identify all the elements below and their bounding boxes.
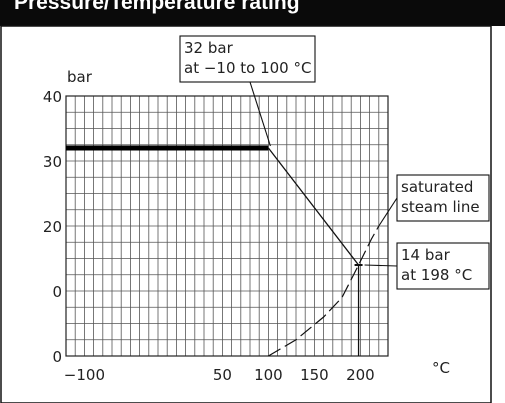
y-axis-label: bar — [67, 68, 93, 86]
series-line-dashed — [268, 225, 380, 357]
callout-leader — [249, 81, 271, 147]
callout-text: 14 bar — [401, 246, 451, 264]
x-tick-label: 200 — [346, 366, 375, 384]
callout-box — [396, 242, 490, 290]
callout-box — [396, 174, 490, 222]
annotations: 32 bar at −10 to 100 °C saturated steam lin… — [179, 35, 490, 290]
callout-text: 32 bar — [184, 39, 234, 57]
callout-text: saturated — [401, 178, 473, 196]
plot-border — [65, 95, 389, 357]
chart-frame — [0, 25, 492, 403]
x-tick-label: 100 — [254, 366, 283, 384]
x-axis-label: °C — [432, 359, 450, 377]
chart-title: Pressure/Temperature rating — [14, 0, 300, 14]
chart-marks — [66, 145, 380, 357]
x-tick-label: 50 — [213, 366, 232, 384]
y-tick-label: 30 — [43, 153, 62, 171]
chart-grid — [65, 95, 389, 357]
y-tick-label: 20 — [43, 218, 62, 236]
callout-text: at 198 °C — [401, 266, 472, 284]
callout-leader — [364, 264, 398, 267]
x-tick-label: −100 — [64, 366, 105, 384]
y-tick-label: 40 — [43, 88, 62, 106]
y-tick-label: 0 — [52, 283, 62, 301]
y-tick-label: 0 — [52, 348, 62, 366]
callout-text: at −10 to 100 °C — [184, 59, 311, 77]
callout-box — [179, 35, 316, 83]
tick-labels: −100 50 100 150 200 0 0 20 30 40 — [43, 88, 375, 384]
callout-text: steam line — [401, 198, 480, 216]
series-line-thin — [267, 147, 360, 266]
callout-leader — [378, 197, 398, 227]
title-bar: Pressure/Temperature rating — [0, 0, 505, 26]
x-tick-label: 150 — [300, 366, 329, 384]
